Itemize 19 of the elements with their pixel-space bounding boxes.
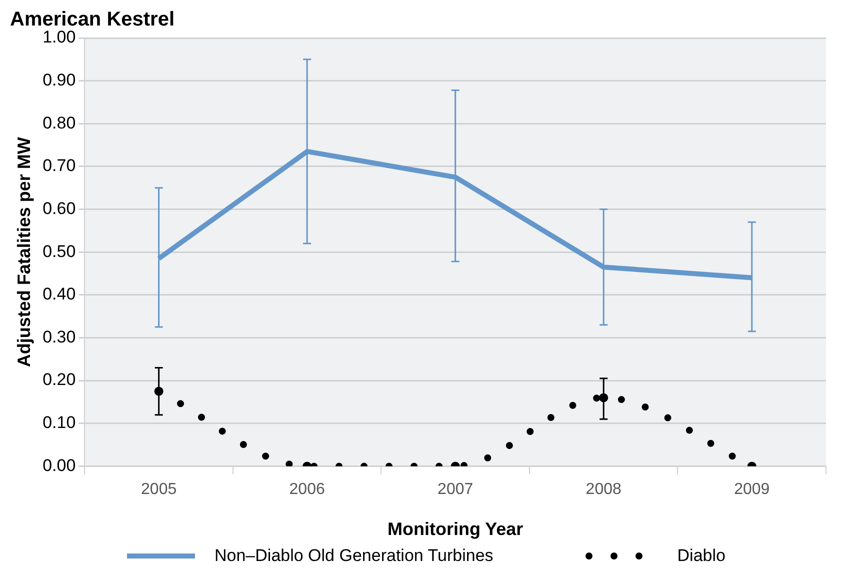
- x-tick-label: 2008: [586, 481, 622, 498]
- y-tick-label: 0.20: [42, 370, 76, 390]
- y-tick-label: 0.90: [42, 70, 76, 90]
- y-tick-label: 0.50: [42, 242, 76, 261]
- y-tick-label: 0.80: [42, 113, 76, 132]
- y-tick-label: 0.70: [42, 156, 76, 176]
- x-tick-label: 2006: [289, 481, 325, 498]
- y-tick-label: 0.10: [42, 413, 76, 432]
- legend-label: Diablo: [677, 546, 726, 566]
- legend-label: Non–Diablo Old Generation Turbines: [214, 546, 494, 566]
- y-tick-label: 0.30: [42, 327, 76, 346]
- x-tick-label: 2007: [438, 481, 474, 498]
- x-tick-label: 2005: [141, 481, 177, 498]
- x-axis-title: Monitoring Year: [388, 519, 524, 540]
- y-tick-label: 0.60: [42, 198, 76, 218]
- y-tick-label: 0.00: [42, 456, 76, 475]
- y-axis-title: Adjusted Fatalities per MW: [14, 137, 34, 368]
- x-tick-label: 2009: [734, 481, 770, 498]
- y-tick-label: 0.40: [42, 284, 76, 304]
